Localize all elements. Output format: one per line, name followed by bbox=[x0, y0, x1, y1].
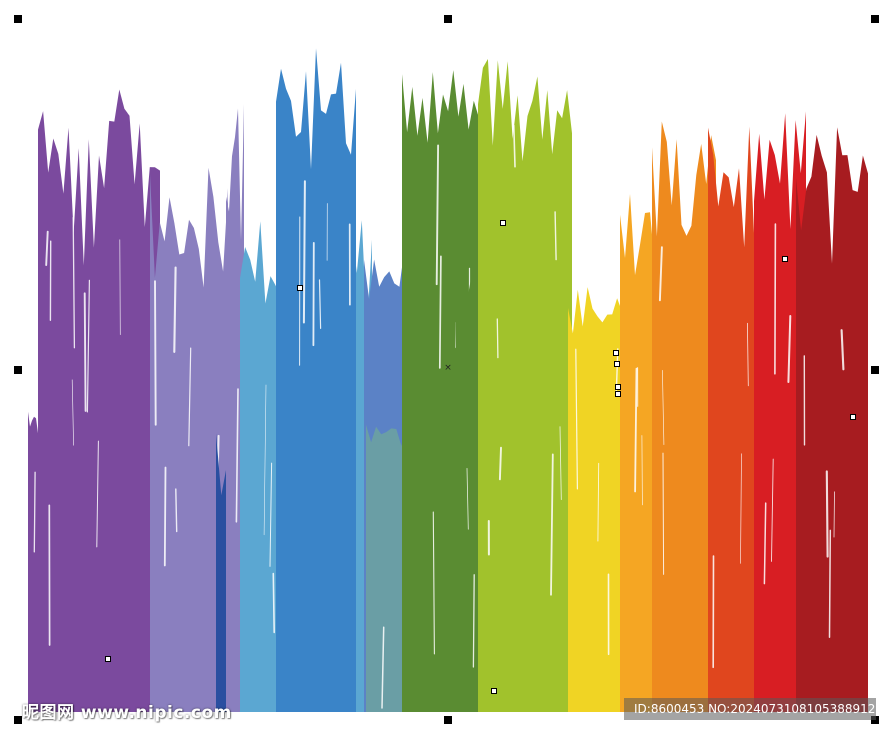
selection-center-marker[interactable]: × bbox=[444, 363, 452, 373]
paint-streak bbox=[740, 453, 742, 564]
paint-streak bbox=[554, 211, 557, 261]
paint-streak bbox=[438, 255, 442, 369]
selection-handle-bottom-center[interactable] bbox=[444, 716, 452, 724]
paint-streak bbox=[302, 180, 306, 324]
paint-streak bbox=[597, 462, 600, 542]
path-node[interactable] bbox=[615, 384, 621, 390]
dark-red-stroke-band bbox=[796, 127, 868, 713]
paint-streak bbox=[771, 458, 774, 562]
paint-streak bbox=[96, 440, 99, 548]
purple-stroke-band bbox=[28, 411, 40, 712]
orange-stroke-band bbox=[652, 121, 716, 712]
paint-streak bbox=[173, 266, 177, 353]
paint-streak bbox=[662, 370, 665, 445]
paint-streak bbox=[269, 462, 273, 567]
paint-streak bbox=[435, 144, 440, 286]
paint-streak bbox=[263, 384, 267, 536]
dark-green-stroke-band bbox=[456, 269, 480, 712]
paint-streak bbox=[466, 467, 469, 530]
path-node[interactable] bbox=[297, 285, 303, 291]
paint-streak bbox=[154, 280, 157, 426]
paint-streak bbox=[381, 626, 385, 709]
paint-streak bbox=[472, 574, 475, 668]
paint-streak bbox=[432, 511, 435, 655]
paint-streak bbox=[641, 435, 643, 506]
lavender-stroke-band bbox=[226, 104, 244, 713]
paint-streak bbox=[496, 318, 499, 359]
paint-streak bbox=[787, 315, 792, 383]
path-node[interactable] bbox=[614, 361, 620, 367]
paint-streak bbox=[840, 329, 845, 371]
paint-streak bbox=[634, 367, 638, 493]
paint-streak bbox=[658, 246, 663, 302]
paint-streak bbox=[86, 279, 91, 413]
paint-streak bbox=[825, 470, 829, 558]
paint-streak bbox=[72, 217, 76, 349]
paint-streak bbox=[662, 452, 665, 575]
paint-streak bbox=[119, 239, 121, 335]
lime-stroke-band bbox=[478, 59, 572, 712]
paint-streak bbox=[550, 453, 554, 596]
paint-streak bbox=[33, 471, 36, 553]
selection-handle-middle-left[interactable] bbox=[14, 366, 22, 374]
path-node[interactable] bbox=[500, 220, 506, 226]
paint-streak bbox=[318, 279, 322, 329]
paint-streak bbox=[512, 124, 516, 168]
paint-streak bbox=[774, 223, 777, 375]
selection-handle-bottom-left[interactable] bbox=[14, 716, 22, 724]
paint-streak bbox=[747, 322, 749, 387]
paint-streak bbox=[83, 292, 87, 412]
watermark-id: ID:8600453 NO:20240731081053889129 bbox=[624, 698, 876, 720]
paint-streak bbox=[188, 347, 192, 447]
paint-streak bbox=[163, 466, 167, 567]
path-node[interactable] bbox=[105, 656, 111, 662]
purple-stroke-band bbox=[38, 89, 160, 712]
selection-handle-top-center[interactable] bbox=[444, 15, 452, 23]
path-node[interactable] bbox=[850, 414, 856, 420]
selection-handle-top-right[interactable] bbox=[871, 15, 879, 23]
selection-handle-bottom-right[interactable] bbox=[871, 716, 879, 724]
light-orange-stroke-band bbox=[620, 194, 660, 712]
path-node[interactable] bbox=[615, 391, 621, 397]
paint-streak bbox=[575, 348, 579, 490]
blue-stroke-band bbox=[276, 48, 356, 712]
paint-streak bbox=[71, 379, 74, 446]
paint-streak bbox=[828, 529, 832, 638]
watermark-site: 昵图网 www.nipic.com bbox=[22, 703, 232, 723]
paint-streak bbox=[235, 388, 239, 523]
path-node[interactable] bbox=[613, 350, 619, 356]
selection-handle-top-left[interactable] bbox=[14, 15, 22, 23]
paint-streak bbox=[175, 488, 178, 533]
path-node[interactable] bbox=[782, 256, 788, 262]
paint-streak bbox=[833, 491, 835, 538]
paint-streak bbox=[559, 426, 562, 501]
paint-streak bbox=[272, 572, 276, 634]
paint-streak bbox=[498, 446, 502, 481]
path-node[interactable] bbox=[491, 688, 497, 694]
selection-handle-middle-right[interactable] bbox=[871, 366, 879, 374]
paint-streak bbox=[763, 502, 767, 585]
paint-streak bbox=[45, 230, 49, 267]
red-stroke-band bbox=[754, 111, 806, 712]
